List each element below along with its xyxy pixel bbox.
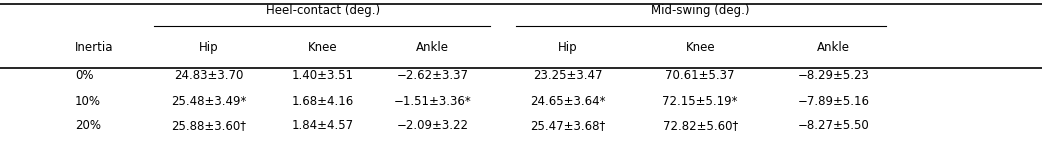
- Text: 70.61±5.37: 70.61±5.37: [666, 69, 735, 82]
- Text: 1.68±4.16: 1.68±4.16: [292, 95, 354, 108]
- Text: −2.09±3.22: −2.09±3.22: [396, 119, 469, 132]
- Text: Ankle: Ankle: [416, 41, 449, 54]
- Text: Knee: Knee: [686, 41, 715, 54]
- Text: 25.88±3.60†: 25.88±3.60†: [171, 119, 246, 132]
- Text: 25.48±3.49*: 25.48±3.49*: [171, 95, 246, 108]
- Text: 72.82±5.60†: 72.82±5.60†: [663, 119, 738, 132]
- Text: 24.65±3.64*: 24.65±3.64*: [530, 95, 605, 108]
- Text: 1.40±3.51: 1.40±3.51: [292, 69, 354, 82]
- Text: 10%: 10%: [75, 95, 101, 108]
- Text: 23.25±3.47: 23.25±3.47: [534, 69, 602, 82]
- Text: −7.89±5.16: −7.89±5.16: [797, 95, 870, 108]
- Text: Ankle: Ankle: [817, 41, 850, 54]
- Text: 24.83±3.70: 24.83±3.70: [174, 69, 243, 82]
- Text: −8.27±5.50: −8.27±5.50: [798, 119, 869, 132]
- Text: 72.15±5.19*: 72.15±5.19*: [663, 95, 738, 108]
- Text: Mid-swing (deg.): Mid-swing (deg.): [651, 4, 749, 17]
- Text: Hip: Hip: [199, 41, 218, 54]
- Text: −2.62±3.37: −2.62±3.37: [396, 69, 469, 82]
- Text: 25.47±3.68†: 25.47±3.68†: [530, 119, 605, 132]
- Text: Knee: Knee: [308, 41, 338, 54]
- Text: 20%: 20%: [75, 119, 101, 132]
- Text: 0%: 0%: [75, 69, 94, 82]
- Text: Inertia: Inertia: [75, 41, 114, 54]
- Text: 1.84±4.57: 1.84±4.57: [292, 119, 354, 132]
- Text: −1.51±3.36*: −1.51±3.36*: [394, 95, 471, 108]
- Text: Heel-contact (deg.): Heel-contact (deg.): [266, 4, 380, 17]
- Text: −8.29±5.23: −8.29±5.23: [798, 69, 869, 82]
- Text: Hip: Hip: [559, 41, 577, 54]
